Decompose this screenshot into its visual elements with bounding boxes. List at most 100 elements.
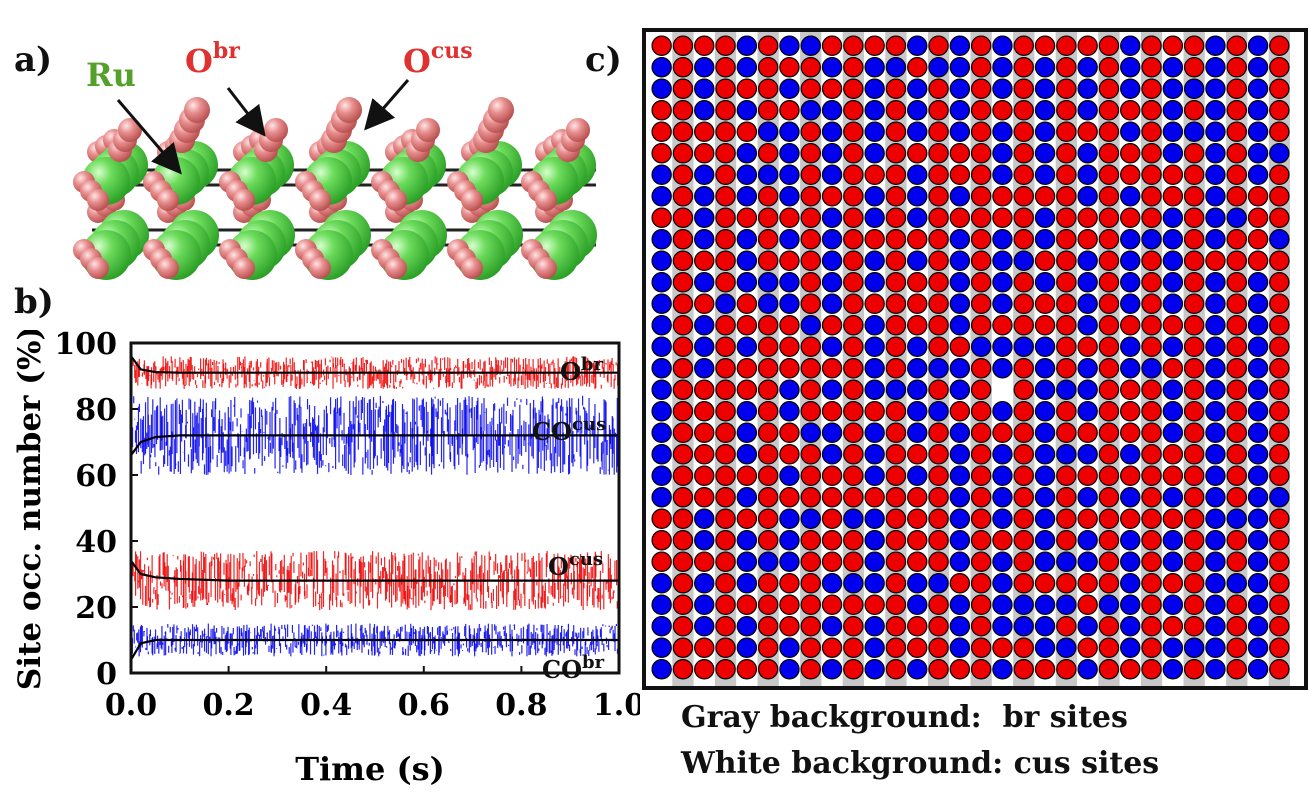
br-site-adsorbate	[1141, 422, 1162, 443]
br-site-adsorbate	[1056, 487, 1077, 508]
br-site-adsorbate	[757, 444, 779, 465]
br-site-adsorbate	[757, 229, 779, 250]
cus-site-adsorbate	[1034, 186, 1056, 207]
br-site-adsorbate	[843, 401, 864, 422]
cus-site-adsorbate	[651, 637, 672, 658]
br-site-adsorbate	[1269, 164, 1290, 185]
br-site-adsorbate	[885, 78, 907, 99]
br-site-adsorbate	[715, 594, 736, 615]
y-axis-label: Site occ. number (%)	[12, 330, 48, 690]
cus-site-adsorbate	[779, 207, 800, 228]
br-site-adsorbate	[1098, 530, 1120, 551]
br-site-adsorbate	[970, 637, 992, 658]
cus-site-adsorbate	[1077, 594, 1098, 615]
cus-site-adsorbate	[651, 57, 672, 78]
oxygen-atom	[336, 97, 362, 123]
br-site-adsorbate	[800, 379, 821, 400]
cus-site-adsorbate	[821, 508, 843, 529]
br-site-adsorbate	[1056, 143, 1077, 164]
br-site-adsorbate	[1269, 573, 1290, 594]
cus-site-adsorbate	[1205, 487, 1226, 508]
cus-site-adsorbate	[651, 164, 672, 185]
ru-label: Ru	[86, 56, 136, 94]
cus-site-adsorbate	[651, 143, 672, 164]
cus-site-adsorbate	[907, 551, 928, 572]
br-site-adsorbate	[1056, 57, 1077, 78]
br-site-adsorbate	[928, 358, 949, 379]
br-site-adsorbate	[1183, 143, 1205, 164]
cus-site-adsorbate	[907, 207, 928, 228]
cus-site-adsorbate	[821, 659, 843, 680]
br-site-adsorbate	[1056, 78, 1077, 99]
br-site-adsorbate	[928, 121, 949, 142]
br-site-adsorbate	[1013, 121, 1034, 142]
cus-site-adsorbate	[864, 100, 885, 121]
cus-site-adsorbate	[779, 272, 800, 293]
br-site-adsorbate	[1226, 336, 1247, 357]
cus-site-adsorbate	[949, 401, 971, 422]
br-site-adsorbate	[800, 315, 821, 336]
br-site-adsorbate	[1226, 229, 1247, 250]
br-site-adsorbate	[970, 272, 992, 293]
cus-site-adsorbate	[736, 100, 758, 121]
y-tick-label: 20	[75, 591, 117, 626]
br-site-adsorbate	[1269, 336, 1290, 357]
oxygen-atom	[535, 189, 557, 211]
cus-site-adsorbate	[779, 164, 800, 185]
cus-site-adsorbate	[907, 465, 928, 486]
br-site-adsorbate	[843, 207, 864, 228]
br-site-adsorbate	[672, 293, 694, 314]
cus-site-adsorbate	[992, 594, 1013, 615]
br-site-adsorbate	[885, 293, 907, 314]
cus-site-adsorbate	[1205, 229, 1226, 250]
cus-site-adsorbate	[1120, 487, 1141, 508]
cus-site-adsorbate	[821, 35, 843, 56]
br-site-adsorbate	[1141, 594, 1162, 615]
br-site-adsorbate	[970, 573, 992, 594]
cus-site-adsorbate	[1205, 100, 1226, 121]
br-site-adsorbate	[928, 616, 949, 637]
br-site-adsorbate	[672, 78, 694, 99]
br-site-adsorbate	[1013, 229, 1034, 250]
cus-site-adsorbate	[1205, 659, 1226, 680]
cus-site-adsorbate	[1077, 659, 1098, 680]
br-site-adsorbate	[928, 465, 949, 486]
br-site-adsorbate	[1183, 186, 1205, 207]
br-site-adsorbate	[1183, 78, 1205, 99]
br-site-adsorbate	[757, 121, 779, 142]
cus-site-adsorbate	[779, 444, 800, 465]
cus-site-adsorbate	[949, 35, 971, 56]
cus-site-adsorbate	[1162, 78, 1184, 99]
cus-site-adsorbate	[651, 487, 672, 508]
cus-site-adsorbate	[1034, 293, 1056, 314]
cus-site-adsorbate	[907, 358, 928, 379]
cus-site-adsorbate	[779, 336, 800, 357]
br-site-adsorbate	[1226, 78, 1247, 99]
br-site-adsorbate	[800, 78, 821, 99]
br-site-adsorbate	[800, 336, 821, 357]
br-site-adsorbate	[757, 315, 779, 336]
cus-site-adsorbate	[1034, 336, 1056, 357]
cus-site-adsorbate	[992, 164, 1013, 185]
cus-site-adsorbate	[864, 207, 885, 228]
oxygen-atom	[385, 189, 407, 211]
br-site-adsorbate	[1098, 229, 1120, 250]
cus-site-adsorbate	[949, 530, 971, 551]
br-site-adsorbate	[715, 78, 736, 99]
ruo2-surface-model	[73, 79, 597, 280]
br-site-adsorbate	[843, 659, 864, 680]
cus-site-adsorbate	[821, 594, 843, 615]
cus-site-adsorbate	[1247, 530, 1269, 551]
br-site-adsorbate	[1056, 293, 1077, 314]
br-site-adsorbate	[1141, 444, 1162, 465]
cus-site-adsorbate	[864, 379, 885, 400]
cus-site-adsorbate	[1034, 401, 1056, 422]
series-3-label: CObr	[542, 652, 605, 684]
cus-site-adsorbate	[1247, 315, 1269, 336]
cus-site-adsorbate	[864, 401, 885, 422]
cus-site-adsorbate	[1120, 401, 1141, 422]
br-site-adsorbate	[1056, 272, 1077, 293]
cus-site-adsorbate	[821, 121, 843, 142]
br-site-adsorbate	[928, 401, 949, 422]
br-site-adsorbate	[1226, 637, 1247, 658]
